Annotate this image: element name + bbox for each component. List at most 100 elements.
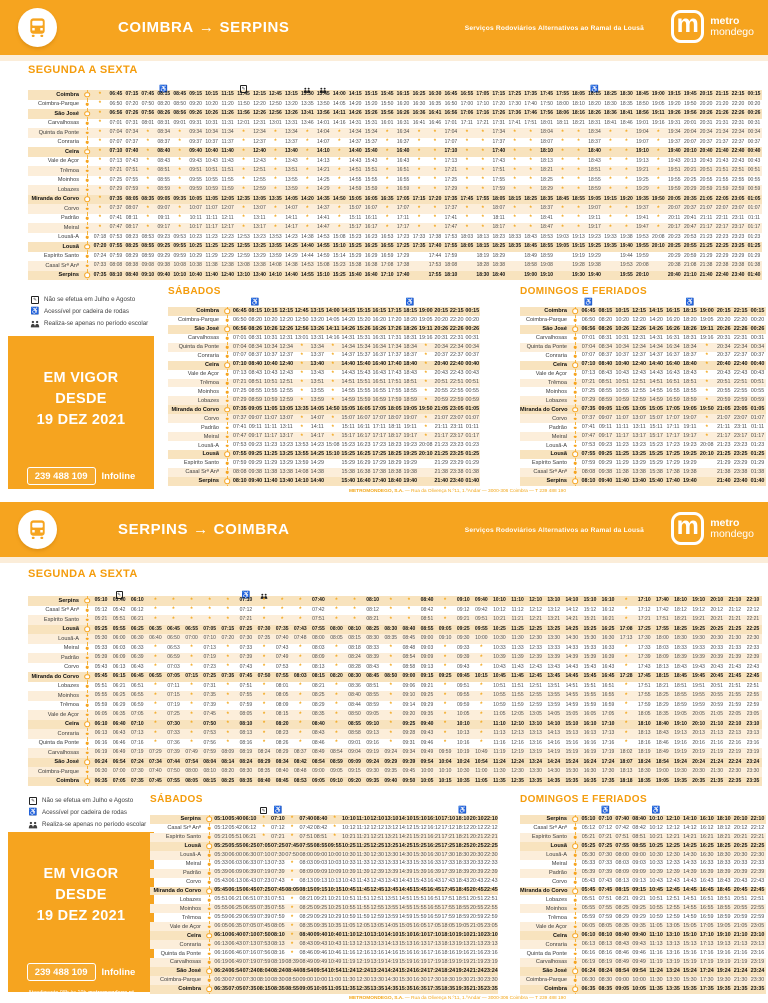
route-line xyxy=(204,877,214,887)
column-icons-row: ♿ ✎ ♿ xyxy=(28,80,762,93)
station-name: Moinhos xyxy=(197,388,219,395)
route-origin: SERPINS xyxy=(118,521,189,538)
route-line xyxy=(82,194,92,205)
station-row: Meiral 05:33 06:03 06:33 * 06:53 * 07:13 * 07:33 *… xyxy=(28,643,762,654)
column-icons-row: ✎ ♿ ♿ xyxy=(150,806,498,815)
infoline: 239 488 109 Infoline xyxy=(8,467,154,486)
route-line xyxy=(570,975,580,985)
station-name: Casal Srª Anª xyxy=(185,469,219,476)
station-row: Coimbra-Parque 06:30 07:00 07:30 07:40 07:50 0… xyxy=(28,767,762,777)
station-name: Quinta da Ponte xyxy=(38,129,79,136)
station-row: Coimbra * 06:45 07:15 07:45 08:15 08:45 09:15 10… xyxy=(28,90,762,100)
route-line xyxy=(570,931,580,941)
station-row: Espírito Santo 07:24 07:59 08:29 08:59 09:29 0… xyxy=(28,251,762,262)
legend-item: Realiza-se apenas no período escolar xyxy=(30,320,160,328)
route-line xyxy=(222,396,232,406)
station-row: São José 06:56 08:26 10:26 12:26 14:26 16:26 18… xyxy=(520,324,766,334)
route-destination: SERPINS xyxy=(219,19,290,36)
station-row: Ceira 06:10 06:40 07:10 * 07:30 * 07:50 * 08:10 * 0… xyxy=(28,719,762,729)
station-row: Lobazes 05:51 07:51 08:21 09:21 10:51 12:51 14:… xyxy=(520,895,766,905)
station-row: Meiral 07:47 09:17 11:17 13:17 * 14:17 * 15:17 16… xyxy=(168,432,480,442)
sunday-timetable: ♿ ♿ Serpins 05:10 07:10 07:40 08:40 10:10 12:10 1… xyxy=(520,806,766,994)
station-row: Padrão 05:39 06:09 06:39 07:19 07:39 * 08:09 09:… xyxy=(150,868,498,878)
weekday-timetable: ♿ ✎ ♿ Coimbra * 06:45 07:15 07:45 08:15 08:45 09:1… xyxy=(28,80,762,280)
station-row: Carvalhosas 06:19 06:49 07:19 07:59 08:19 08:3… xyxy=(150,958,498,967)
saturday-table-title: SÁBADOS xyxy=(150,794,203,805)
station-name: Corvo xyxy=(552,415,567,422)
route-line xyxy=(82,653,92,663)
route-line xyxy=(222,476,232,486)
route-line xyxy=(82,99,92,110)
station-name: Conraria xyxy=(197,353,219,360)
station-row: Casal Srª Anª 08:08 09:38 11:38 13:38 14:08 14… xyxy=(168,467,480,477)
station-row: Moinhos 07:25 08:55 10:55 12:55 * 13:55 * 14:55 1… xyxy=(168,387,480,397)
station-row: Lousã 05:25 05:55 06:25 06:35 06:45 06:55 07:05… xyxy=(28,624,762,634)
route-line xyxy=(570,877,580,887)
station-row: Quinta da Ponte 07:04 08:34 10:34 12:34 14:34… xyxy=(520,342,766,352)
school-icon xyxy=(28,821,38,829)
station-row: Trêmoa 05:59 06:29 06:59 * 07:19 * 07:39 * 07:59 *… xyxy=(28,700,762,711)
wheelchair-icon: ♿ xyxy=(590,85,599,93)
station-name: Vale de Açor xyxy=(187,371,219,378)
calendar-icon: ✎ xyxy=(115,591,123,599)
station-row: Vale de Açor * 07:13 07:43 * 08:43 * 09:43 10:43… xyxy=(28,156,762,167)
station-row: Meiral * 07:47 08:17 * 09:17 * 10:17 11:17 12:17 *… xyxy=(28,223,762,233)
station-name: Trêmoa xyxy=(59,702,79,709)
route-line xyxy=(570,922,580,932)
station-name: Coimbra xyxy=(544,308,567,315)
station-row: Conraria 07:07 08:37 10:37 12:37 14:37 16:37 18… xyxy=(520,351,766,361)
route-line xyxy=(570,476,580,486)
website-link: metromondego.pt xyxy=(88,494,134,501)
station-row: Vale de Açor 07:13 08:43 10:43 12:43 14:43 16:… xyxy=(520,369,766,379)
route-line xyxy=(570,823,580,833)
station-name: Moinhos xyxy=(57,692,79,699)
station-name: Coimbra xyxy=(178,986,201,993)
station-name: Quinta da Ponte xyxy=(526,950,567,957)
station-row: Coimbra-Parque 06:30 07:00 07:30 08:10 08:30 0… xyxy=(150,975,498,985)
station-row: Serpins 07:35 08:10 08:40 09:10 09:40 10:10 10:… xyxy=(28,270,762,280)
route-line xyxy=(82,662,92,673)
station-name: Trêmoa xyxy=(547,379,567,386)
route-line xyxy=(82,710,92,720)
station-name: São José xyxy=(54,110,79,117)
route-line xyxy=(204,841,214,851)
route-line xyxy=(222,342,232,352)
route-title: COIMBRA → SERPINS xyxy=(118,19,290,36)
station-name: Lousã xyxy=(550,451,567,458)
route-line xyxy=(570,868,580,878)
route-line xyxy=(570,432,580,442)
station-row: Serpins 05:10 05:40 06:10 * * * * * 07:10 * * * 07:40… xyxy=(28,596,762,606)
route-line xyxy=(570,841,580,851)
station-name: Lobazes xyxy=(545,397,567,404)
route-line xyxy=(204,922,214,932)
station-name: Coimbra xyxy=(56,778,79,785)
infoline-label: Infoline xyxy=(101,966,136,978)
station-row: Lobazes * 07:29 07:59 * 08:59 * 09:59 10:59 11:59… xyxy=(28,185,762,195)
route-line xyxy=(204,815,214,824)
station-name: Padrão xyxy=(548,424,567,431)
station-row: Moinhos 05:55 06:25 06:55 * 07:15 * 07:35 * 07:55… xyxy=(28,691,762,701)
station-row: Quinta da Ponte * 07:04 07:34 * 08:34 * 09:34 10… xyxy=(28,128,762,138)
station-name: Corvo xyxy=(64,664,79,671)
station-row: Miranda do Corvo 05:45 06:15 06:45 06:55 07:0… xyxy=(28,672,762,682)
station-row: Vale de Açor 06:05 06:35 07:05 * 07:25 * 07:45 *… xyxy=(28,710,762,720)
route-line xyxy=(82,147,92,157)
station-name: Espírito Santo xyxy=(165,834,201,841)
station-name: Meiral xyxy=(551,433,567,440)
station-name: Conraria xyxy=(545,941,567,948)
route-line xyxy=(222,432,232,442)
station-name: Coimbra-Parque xyxy=(37,101,79,108)
station-name: Trêmoa xyxy=(199,379,219,386)
station-name: Miranda do Corvo xyxy=(31,196,79,203)
station-name: Coimbra xyxy=(196,308,219,315)
station-row: Conraria 07:07 08:37 10:37 12:37 * 13:37 * 14:37… xyxy=(168,351,480,361)
route-line xyxy=(82,596,92,606)
header-bar xyxy=(0,0,768,55)
station-row: Lousã 07:20 07:55 08:25 08:55 09:25 09:55 10:25… xyxy=(28,242,762,252)
station-name: Trêmoa xyxy=(181,914,201,921)
station-name: Espírito Santo xyxy=(43,253,79,260)
route-line xyxy=(82,175,92,186)
route-line xyxy=(222,369,232,379)
route-line xyxy=(82,261,92,271)
station-name: Corvo xyxy=(186,879,201,886)
